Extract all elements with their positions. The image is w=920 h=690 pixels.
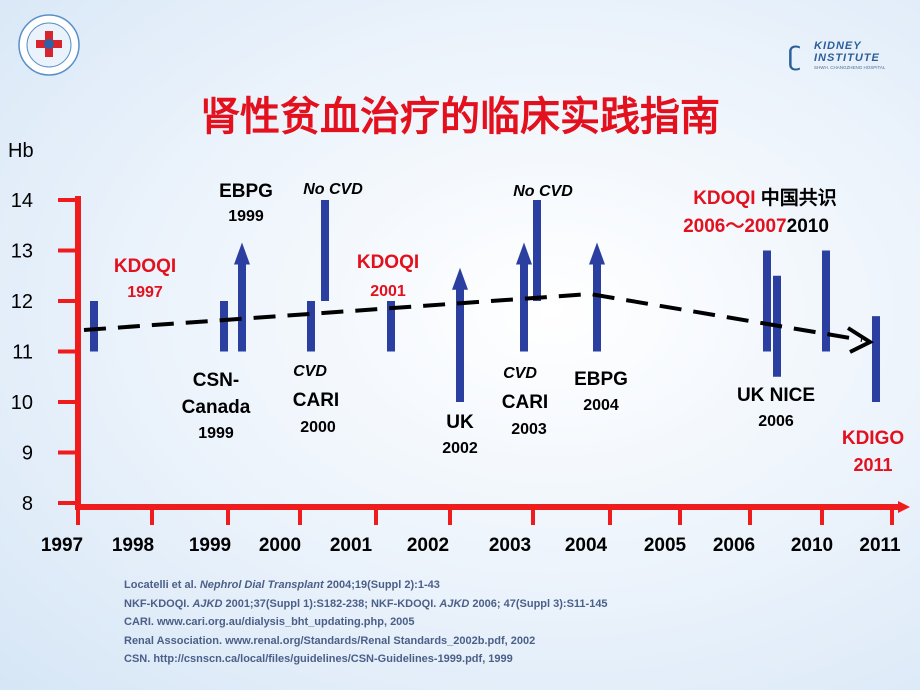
label-ebpg1999-year: 1999 [228,208,264,225]
y-axis-label: Hb [8,140,34,162]
label-nocvd1: No CVD [303,181,363,198]
label-ebpg2004-year: 2004 [583,397,619,414]
label-kdoqi2006-line1: KDOQI 中国共识 [693,186,837,209]
label-uknice-name: UK NICE [737,385,815,406]
trend-arrowhead [846,326,875,354]
bar-12 [822,250,830,352]
x-tick-label: 2003 [489,535,531,556]
y-tick-label: 14 [11,190,33,212]
label-cari2003-name: CARI [502,392,548,413]
label-kdigo-name: KDIGO [842,428,904,449]
bars [90,200,880,402]
bar-2 [238,260,246,352]
y-tick-label: 11 [12,342,33,364]
label-uk-year: 2002 [442,440,478,457]
y-tick-label: 10 [11,392,33,414]
references: Locatelli et al. Nephrol Dial Transplant… [124,576,608,669]
reference-3: CARI. www.cari.org.au/dialysis_bht_updat… [124,616,415,628]
label-kdoqi2001-name: KDOQI [357,252,419,273]
x-tick-label: 2011 [859,535,901,556]
reference-5: CSN. http://csnscn.ca/local/files/guidel… [124,653,513,665]
x-tick-label: 2005 [644,535,687,556]
bar-6 [456,285,464,402]
x-tick-label: 2006 [713,535,755,556]
bar-arrowhead-6 [452,267,468,290]
label-kdoqi2006-line2: 2006～20072010 [683,216,829,237]
reference-2: NKF-KDOQI. AJKD 2001;37(Suppl 1):S182-23… [124,597,608,610]
x-tick-label: 1997 [41,535,83,556]
y-tick-label: 12 [11,291,33,313]
bar-4 [321,200,329,301]
y-tick-label: 13 [11,241,33,263]
x-tick-label: 1999 [189,535,231,556]
bar-3 [307,301,315,352]
bar-5 [387,301,395,352]
label-china-year: 2010 [787,216,829,237]
label-china-name: 中国共识 [761,186,837,209]
x-tick-label: 2010 [791,535,833,556]
label-cari2003-year: 2003 [511,421,547,438]
bar-0 [90,301,98,352]
label-cari2000-year: 2000 [300,419,336,436]
kidney-icon: ʗ [788,42,802,72]
logo-line2: INSTITUTE [814,52,880,64]
trend-dashed-line [83,291,863,342]
label-ebpg1999-name: EBPG [219,181,273,202]
x-tick-label: 2001 [330,535,373,556]
kidney-institute-logo: ʗ KIDNEY INSTITUTE SHWH. CHANGZHENG HOSP… [788,38,900,74]
label-kdoqi2006-name: KDOQI [693,188,761,209]
hospital-logo-icon [18,14,80,76]
label-csn-year: 1999 [198,425,234,442]
bar-arrowhead-7 [516,242,532,265]
x-tick-label: 2004 [565,535,608,556]
trend-line [83,291,875,354]
label-kdoqi1997-year: 1997 [127,284,163,301]
reference-1: Locatelli et al. Nephrol Dial Transplant… [124,579,440,591]
slide-title: 肾性贫血治疗的临床实践指南 [200,94,720,140]
labels: KDOQI 1997 CSN- Canada 1999 EBPG 1999 No CVD CVD… [114,181,904,475]
label-kdoqi2001-year: 2001 [370,283,406,300]
label-kdoqi1997-name: KDOQI [114,256,176,277]
x-tick-label: 2000 [259,535,301,556]
bar-10 [763,250,771,352]
bar-8 [533,200,541,301]
label-cvd1: CVD [293,363,327,380]
axes: 8 9 10 11 12 13 14 1997 1998 1999 2000 2001 2002 2003… [11,190,910,556]
y-tick-label: 8 [22,493,33,515]
bar-1 [220,301,228,352]
label-csn-name1: CSN- [193,370,239,391]
label-cari2000-name: CARI [293,390,339,411]
label-nocvd2: No CVD [513,183,573,200]
x-tick-label: 2002 [407,535,449,556]
bar-9 [593,260,601,352]
bar-arrowhead-9 [589,242,605,265]
label-kdigo-year: 2011 [853,455,892,475]
y-tick-label: 9 [22,443,33,465]
reference-4: Renal Association. www.renal.org/Standar… [124,634,536,647]
label-kdoqi2006-year: 2006～2007 [683,216,787,237]
bar-13 [872,316,880,402]
label-uk-name: UK [446,412,474,433]
logo-line3: SHWH. CHANGZHENG HOSPITAL [814,65,886,70]
label-cvd2: CVD [503,365,537,382]
x-tick-label: 1998 [112,535,154,556]
label-csn-name2: Canada [182,397,251,418]
label-ebpg2004-name: EBPG [574,369,628,390]
logo-line1: KIDNEY [814,40,862,52]
bar-7 [520,260,528,352]
bar-arrowhead-2 [234,242,250,265]
label-uknice-year: 2006 [758,413,794,430]
